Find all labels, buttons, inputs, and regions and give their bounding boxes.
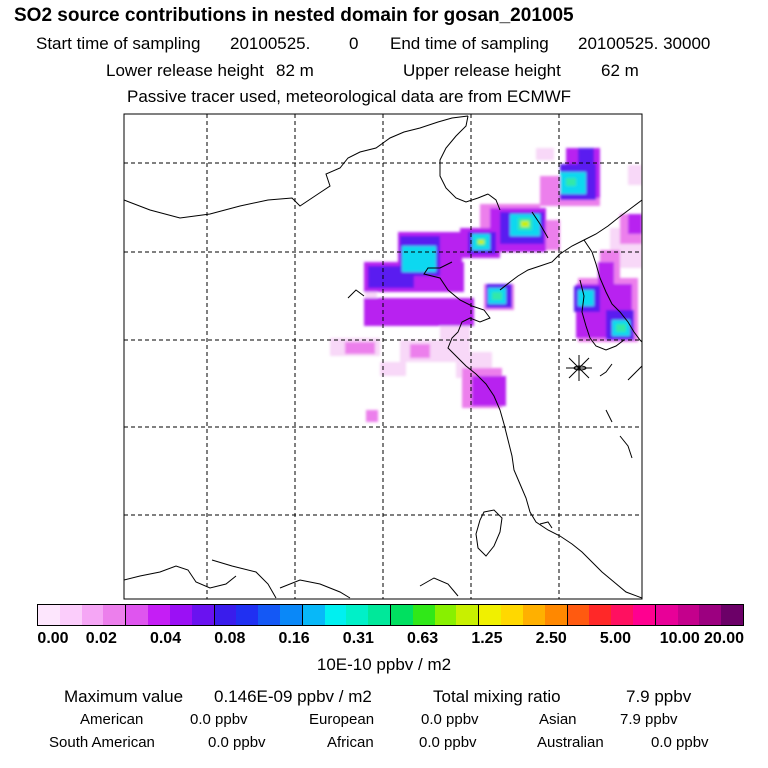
region-european-label: European	[309, 711, 375, 728]
region-asian-value: 7.9 ppbv	[620, 711, 678, 728]
coastlines	[124, 115, 642, 599]
colorbar-cell	[611, 605, 633, 625]
colorbar-cell	[368, 605, 391, 625]
colorbar-cell	[391, 605, 413, 625]
colorbar-cell	[632, 605, 656, 625]
end-time-value: 20100525. 30000	[578, 34, 711, 53]
colorbar-cell	[302, 605, 325, 625]
receptor-marker	[566, 355, 592, 381]
colorbar	[37, 604, 744, 626]
concentration-field	[330, 148, 642, 422]
colorbar-cell	[38, 605, 60, 625]
colorbar-cell	[655, 605, 678, 625]
lower-release-label: Lower release height	[106, 61, 264, 80]
colorbar-cell	[412, 605, 435, 625]
region-african-label: African	[327, 734, 374, 751]
upper-release-value: 62 m	[601, 61, 639, 80]
lat-lon-grid	[124, 114, 642, 599]
colorbar-cell	[479, 605, 502, 625]
colorbar-tick-label: 10.00	[659, 630, 700, 647]
colorbar-cell	[567, 605, 590, 625]
region-african-value: 0.0 ppbv	[419, 734, 477, 751]
colorbar-cell	[699, 605, 722, 625]
colorbar-cell	[191, 605, 215, 625]
total-mixing-value: 7.9 ppbv	[626, 687, 692, 706]
colorbar-cell	[59, 605, 82, 625]
colorbar-cell	[103, 605, 127, 625]
map-frame	[123, 113, 643, 600]
end-time-label: End time of sampling	[390, 34, 549, 53]
colorbar-tick-label: 0.00	[37, 630, 69, 647]
colorbar-cell	[236, 605, 259, 625]
colorbar-cell	[677, 605, 700, 625]
colorbar-cell	[81, 605, 104, 625]
region-australian-label: Australian	[537, 734, 604, 751]
start-time-value: 20100525.	[230, 34, 311, 53]
start-time-label: Start time of sampling	[36, 34, 201, 53]
region-asian-label: Asian	[539, 711, 577, 728]
colorbar-tick-label: 1.25	[471, 630, 503, 647]
tracer-note: Passive tracer used, meteorological data…	[127, 87, 572, 106]
region-american-value: 0.0 ppbv	[190, 711, 248, 728]
colorbar-cell	[501, 605, 523, 625]
colorbar-cell	[258, 605, 280, 625]
upper-release-label: Upper release height	[403, 61, 561, 80]
region-australian-value: 0.0 ppbv	[651, 734, 709, 751]
colorbar-cell	[169, 605, 192, 625]
total-mixing-label: Total mixing ratio	[433, 687, 561, 706]
colorbar-cell	[544, 605, 568, 625]
colorbar-cell	[456, 605, 480, 625]
colorbar-tick-label: 0.08	[214, 630, 246, 647]
lower-release-value: 82 m	[276, 61, 314, 80]
colorbar-tick-label: 0.02	[85, 630, 117, 647]
colorbar-cell	[589, 605, 612, 625]
colorbar-tick-label: 5.00	[599, 630, 632, 647]
max-value: 0.146E-09 ppbv / m2	[214, 687, 372, 706]
colorbar-cell	[721, 605, 743, 625]
colorbar-cell	[148, 605, 170, 625]
colorbar-tick-label: 0.16	[278, 630, 310, 647]
map-title: SO2 source contributions in nested domai…	[14, 5, 574, 26]
colorbar-unit: 10E-10 ppbv / m2	[316, 655, 452, 674]
colorbar-tick-label: 2.50	[535, 630, 567, 647]
colorbar-cell	[522, 605, 545, 625]
colorbar-cell	[214, 605, 237, 625]
colorbar-cell	[126, 605, 149, 625]
region-european-value: 0.0 ppbv	[421, 711, 479, 728]
colorbar-tick-label: 20.00	[703, 630, 745, 647]
colorbar-cell	[279, 605, 303, 625]
colorbar-tick-label: 0.04	[149, 630, 182, 647]
colorbar-tick-label: 0.63	[407, 630, 439, 647]
region-south-american-label: South American	[49, 734, 155, 751]
max-value-label: Maximum value	[64, 687, 184, 706]
start-time-hour: 0	[349, 34, 359, 53]
colorbar-cell	[434, 605, 457, 625]
region-american-label: American	[80, 711, 144, 728]
colorbar-cell	[324, 605, 347, 625]
region-south-american-value: 0.0 ppbv	[208, 734, 266, 751]
colorbar-tick-label: 0.31	[342, 630, 374, 647]
colorbar-cell	[346, 605, 369, 625]
